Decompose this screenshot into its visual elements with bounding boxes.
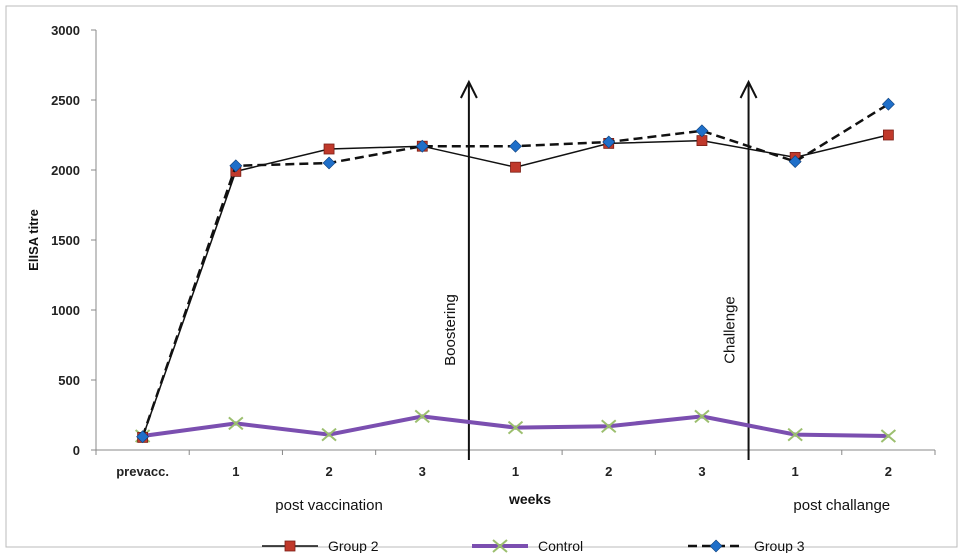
data-point xyxy=(788,155,802,169)
data-point xyxy=(880,429,897,443)
data-point xyxy=(694,409,710,424)
data-point xyxy=(601,419,617,433)
legend-swatch-marker xyxy=(284,540,296,552)
data-point xyxy=(415,139,429,153)
y-tick-label: 500 xyxy=(58,373,80,388)
x-tick-label: 1 xyxy=(232,464,239,479)
series-group-3 xyxy=(136,97,895,444)
y-tick-label: 2000 xyxy=(51,163,80,178)
x-tick-label: prevacc. xyxy=(116,464,169,479)
legend-swatch-marker xyxy=(492,539,508,553)
axes: 0 500 1000 1500 2000 2500 3000 prevacc. 1 2 3 1 2 3 1 2… xyxy=(51,23,936,514)
data-point xyxy=(322,156,336,170)
data-point xyxy=(414,409,430,424)
legend-label: Control xyxy=(538,538,583,553)
legend-item: Group 3 xyxy=(688,538,805,554)
x-tick-label: 3 xyxy=(419,464,426,479)
marker-stroke xyxy=(787,427,803,442)
arrow-head xyxy=(459,79,478,99)
legend-swatch-marker xyxy=(709,539,723,553)
legend: Group 2 Control Group 3 xyxy=(262,538,805,554)
y-axis-label: ElISA titre xyxy=(26,209,41,271)
data-point xyxy=(136,430,150,444)
x-tick-label: 2 xyxy=(325,464,332,479)
marker-stroke xyxy=(880,429,897,443)
legend-label: Group 3 xyxy=(754,538,805,553)
marker-stroke xyxy=(492,539,508,553)
y-tick-label: 1500 xyxy=(51,233,80,248)
data-point xyxy=(321,427,337,442)
x-group-label: post challange xyxy=(793,497,890,514)
data-point xyxy=(507,420,524,435)
data-point xyxy=(882,129,894,141)
y-tick-label: 3000 xyxy=(51,23,80,38)
x-tick-label: 1 xyxy=(792,464,799,479)
marker-stroke xyxy=(601,419,617,433)
data-point xyxy=(509,139,522,153)
legend-label: Group 2 xyxy=(328,538,379,553)
data-point xyxy=(510,161,521,173)
x-tick-label: 2 xyxy=(885,464,892,479)
y-tick-label: 1000 xyxy=(51,303,80,318)
data-point xyxy=(229,159,243,173)
x-group-label: post vaccination xyxy=(275,497,383,514)
marker-stroke xyxy=(228,416,244,431)
data-point xyxy=(787,427,803,442)
data-point xyxy=(323,143,335,155)
data-point xyxy=(228,416,244,431)
x-axis-label: weeks xyxy=(508,491,551,507)
marker-stroke xyxy=(321,427,337,442)
legend-item: Control xyxy=(472,538,583,554)
data-point xyxy=(695,124,709,138)
series-layer xyxy=(134,97,897,444)
y-tick-label: 0 xyxy=(73,443,80,458)
legend-item: Group 2 xyxy=(262,538,379,554)
marker-stroke xyxy=(507,420,524,435)
marker-stroke xyxy=(694,409,710,424)
arrow-head xyxy=(739,79,758,99)
x-tick-label: 3 xyxy=(698,464,705,479)
annotation-label: Challenge xyxy=(722,296,739,364)
y-tick-label: 2500 xyxy=(51,93,80,108)
marker-stroke xyxy=(414,409,430,424)
data-point xyxy=(602,135,616,149)
x-tick-label: 2 xyxy=(605,464,612,479)
x-tick-label: 1 xyxy=(512,464,519,479)
annotation-label: Boostering xyxy=(442,294,459,366)
data-point xyxy=(881,97,895,111)
